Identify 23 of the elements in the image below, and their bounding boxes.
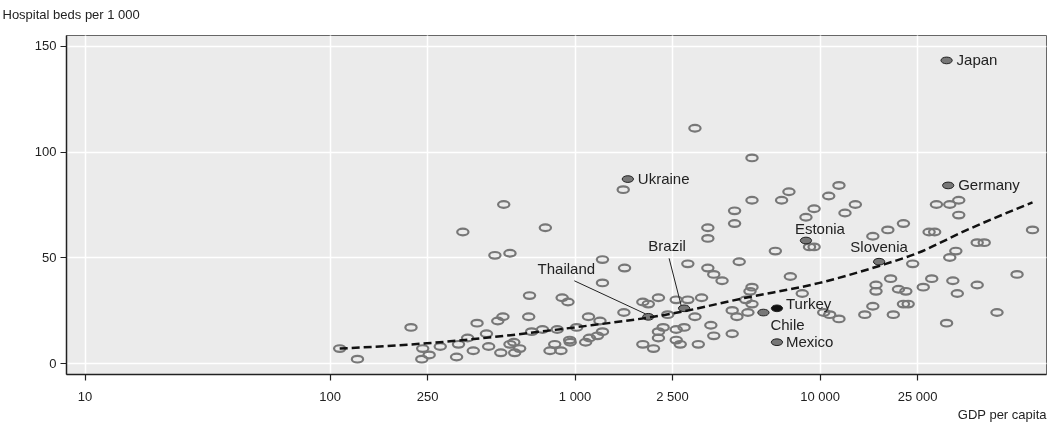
- annotation: Slovenia: [850, 237, 909, 255]
- x-tick-label: 10 000: [800, 388, 840, 404]
- annotation: Japan: [956, 51, 998, 69]
- annotation: Germany: [958, 176, 1021, 194]
- annotation: Ukraine: [637, 170, 690, 188]
- y-tick-label: 0: [49, 355, 57, 371]
- annotation: Chile: [770, 315, 805, 333]
- x-tick-label: 100: [319, 388, 341, 404]
- annotation: Turkey: [785, 295, 832, 313]
- annotation: Brazil: [648, 237, 686, 255]
- x-axis-title: GDP per capita: [957, 406, 1048, 422]
- x-tick-label: 1 000: [558, 388, 592, 404]
- x-tick-label: 250: [416, 388, 439, 404]
- y-tick-label: 150: [34, 38, 57, 54]
- y-tick-label: 50: [42, 249, 57, 265]
- y-tick-label: 100: [34, 144, 57, 160]
- annotation: Estonia: [794, 219, 846, 237]
- x-tick-label: 10: [77, 388, 93, 404]
- y-axis-title: Hospital beds per 1 000: [2, 6, 140, 22]
- x-tick-label: 25 000: [897, 388, 938, 404]
- annotation: Thailand: [537, 259, 596, 277]
- annotation: Mexico: [785, 333, 834, 351]
- x-tick-label: 2 500: [656, 388, 689, 404]
